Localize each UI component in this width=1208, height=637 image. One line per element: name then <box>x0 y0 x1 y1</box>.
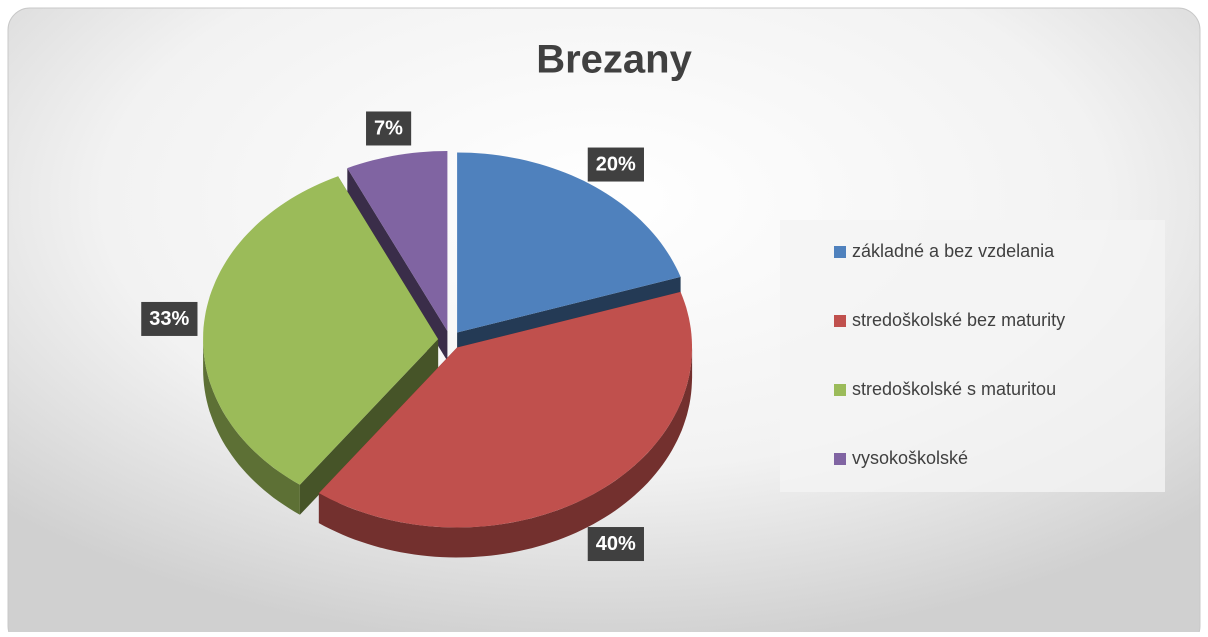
legend-box <box>780 220 1165 492</box>
data-label: 33% <box>149 308 189 330</box>
slice-side <box>203 339 300 515</box>
legend-swatch <box>834 384 846 396</box>
legend-label: stredoškolské bez maturity <box>852 310 1065 330</box>
legend-label: základné a bez vzdelania <box>852 241 1055 261</box>
legend-label: vysokoškolské <box>852 448 968 468</box>
legend-swatch <box>834 315 846 327</box>
slice-wall <box>347 168 448 361</box>
slice-wall <box>299 339 439 515</box>
slice <box>203 176 439 485</box>
slice <box>457 152 681 333</box>
data-label-box <box>587 147 644 182</box>
pie <box>203 151 693 558</box>
labels: 20% 40% 33% 7% <box>141 111 644 562</box>
legend-label: stredoškolské s maturitou <box>852 379 1056 399</box>
slice <box>347 151 448 331</box>
data-label: 7% <box>374 117 403 139</box>
legend-swatch <box>834 453 846 465</box>
data-label-box <box>366 111 412 146</box>
data-label: 40% <box>596 533 636 555</box>
data-label-box <box>141 301 198 336</box>
data-label: 20% <box>596 154 636 176</box>
chart-title: Brezany <box>536 38 692 82</box>
slice <box>318 291 692 528</box>
slice-side <box>318 347 693 558</box>
legend: základné a bez vzdelania stredoškolské be… <box>834 241 1065 468</box>
legend-swatch <box>834 246 846 258</box>
data-label-box <box>587 527 644 562</box>
